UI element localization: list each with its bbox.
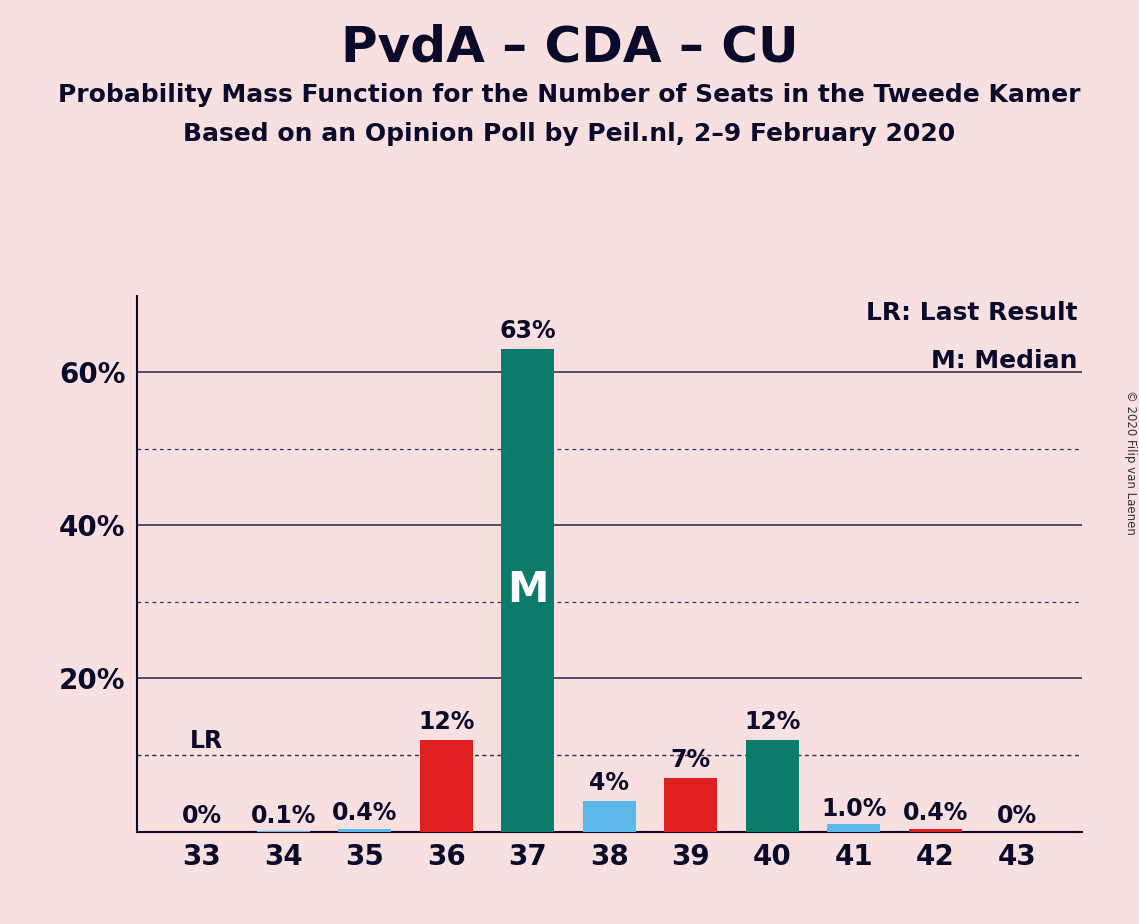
Bar (338, 829, 392, 832)
Bar (583, 801, 636, 832)
Text: 0.1%: 0.1% (251, 804, 316, 828)
Text: 63%: 63% (500, 319, 556, 343)
Text: PvdA – CDA – CU: PvdA – CDA – CU (341, 23, 798, 71)
Text: 0.4%: 0.4% (903, 801, 968, 825)
Text: LR: Last Result: LR: Last Result (866, 301, 1077, 325)
Text: LR: LR (190, 729, 223, 753)
Text: 7%: 7% (671, 748, 711, 772)
Text: 12%: 12% (418, 710, 475, 734)
Text: 0%: 0% (997, 804, 1036, 828)
Bar (909, 829, 961, 832)
Text: 0.4%: 0.4% (333, 801, 398, 825)
Text: Based on an Opinion Poll by Peil.nl, 2–9 February 2020: Based on an Opinion Poll by Peil.nl, 2–9… (183, 122, 956, 146)
Text: 1.0%: 1.0% (821, 796, 886, 821)
Bar (746, 740, 798, 832)
Text: 0%: 0% (182, 804, 222, 828)
Text: 4%: 4% (589, 771, 630, 795)
Text: M: Median: M: Median (931, 349, 1077, 373)
Text: © 2020 Filip van Laenen: © 2020 Filip van Laenen (1124, 390, 1137, 534)
Text: Probability Mass Function for the Number of Seats in the Tweede Kamer: Probability Mass Function for the Number… (58, 83, 1081, 107)
Bar (664, 778, 718, 832)
Text: 12%: 12% (744, 710, 801, 734)
Bar (501, 349, 555, 832)
Text: M: M (507, 569, 549, 612)
Bar (420, 740, 473, 832)
Bar (827, 824, 880, 832)
